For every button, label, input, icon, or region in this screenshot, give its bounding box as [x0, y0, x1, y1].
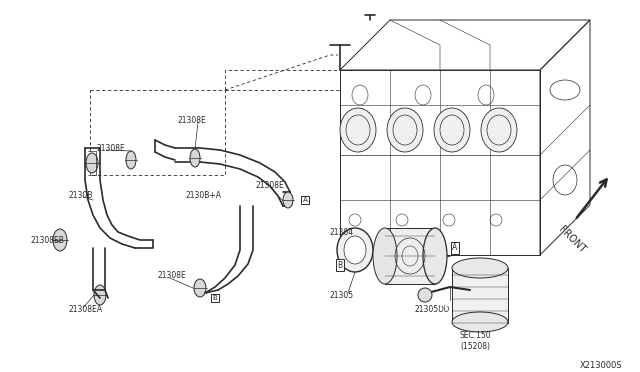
Text: (15208): (15208)	[460, 343, 490, 352]
Bar	[385, 228, 435, 284]
Ellipse shape	[434, 108, 470, 152]
Ellipse shape	[86, 153, 98, 173]
Ellipse shape	[53, 229, 67, 251]
Ellipse shape	[452, 312, 508, 332]
Ellipse shape	[423, 228, 447, 284]
Ellipse shape	[190, 149, 200, 167]
Text: 21308E: 21308E	[178, 115, 207, 125]
Ellipse shape	[283, 192, 293, 208]
Text: 21305ƲƲ: 21305ƲƲ	[415, 305, 450, 314]
Text: 21308EB: 21308EB	[30, 235, 64, 244]
Text: 2130B+A: 2130B+A	[185, 190, 221, 199]
Ellipse shape	[344, 236, 366, 264]
Ellipse shape	[373, 228, 397, 284]
Text: 21308E: 21308E	[96, 144, 125, 153]
Text: 21304: 21304	[330, 228, 354, 237]
Ellipse shape	[126, 151, 136, 169]
Text: B: B	[212, 295, 218, 301]
Ellipse shape	[94, 285, 106, 305]
Text: 2130B: 2130B	[68, 190, 92, 199]
Text: A: A	[303, 197, 307, 203]
Text: B: B	[337, 260, 342, 269]
Ellipse shape	[340, 108, 376, 152]
Ellipse shape	[481, 108, 517, 152]
Text: X213000S: X213000S	[580, 360, 623, 369]
Text: SEC.150: SEC.150	[460, 330, 492, 340]
Ellipse shape	[194, 279, 206, 297]
Text: FRONT: FRONT	[557, 225, 588, 255]
Bar	[452, 268, 508, 323]
Ellipse shape	[387, 108, 423, 152]
Text: A: A	[452, 244, 458, 253]
Text: 21308E: 21308E	[158, 270, 187, 279]
Text: 21305: 21305	[330, 291, 354, 299]
Text: 21308EA: 21308EA	[68, 305, 102, 314]
Ellipse shape	[418, 288, 432, 302]
Ellipse shape	[452, 258, 508, 278]
Ellipse shape	[337, 228, 373, 272]
Text: 21308E: 21308E	[255, 180, 284, 189]
